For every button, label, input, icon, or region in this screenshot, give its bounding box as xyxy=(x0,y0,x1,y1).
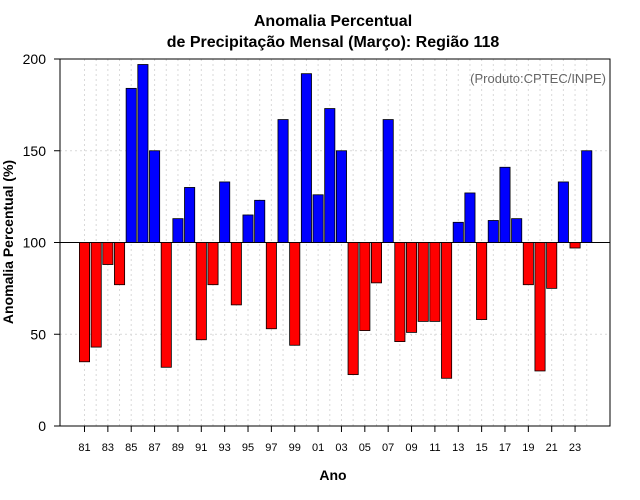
chart-title-line1: Anomalia Percentual xyxy=(254,13,412,30)
x-tick-label: 11 xyxy=(429,442,440,454)
y-axis-title: Anomalia Percentual (%) xyxy=(0,160,16,324)
bar-1998 xyxy=(277,119,289,243)
x-tick-label: 23 xyxy=(569,442,581,454)
x-tick-label: 15 xyxy=(475,442,487,454)
bar-2014 xyxy=(464,192,476,243)
x-axis: 81 83 85 87 89 91 93 95 97 99 01 03 05 07 09 11 13 15 17 19… xyxy=(78,426,581,454)
bar-1986 xyxy=(137,64,149,243)
bar-2015 xyxy=(476,242,488,320)
bar-1988 xyxy=(160,242,172,368)
x-tick-label: 87 xyxy=(148,442,160,454)
x-axis-title: Ano xyxy=(319,467,346,483)
bar-2019 xyxy=(522,242,534,286)
x-tick-label: 07 xyxy=(382,442,394,454)
bar-2000 xyxy=(300,73,312,243)
bar-1990 xyxy=(184,187,196,243)
x-tick-label: 97 xyxy=(265,442,277,454)
x-tick-label: 99 xyxy=(289,442,301,454)
bar-1991 xyxy=(195,242,207,341)
bar-2009 xyxy=(406,242,418,333)
bar-1993 xyxy=(219,181,231,243)
x-tick-label: 85 xyxy=(125,442,137,454)
x-tick-label: 13 xyxy=(452,442,464,454)
x-tick-label: 21 xyxy=(546,442,558,454)
bar-1984 xyxy=(114,242,126,286)
bar-2017 xyxy=(499,166,511,243)
x-tick-label: 05 xyxy=(359,442,371,454)
bar-2002 xyxy=(324,108,336,243)
y-tick-label: 0 xyxy=(38,418,46,434)
x-tick-label: 09 xyxy=(405,442,417,454)
bar-2011 xyxy=(429,242,441,322)
x-tick-label: 89 xyxy=(172,442,184,454)
bar-1994 xyxy=(230,242,242,306)
bar-1982 xyxy=(90,242,102,348)
bar-2021 xyxy=(546,242,558,289)
bar-1989 xyxy=(172,218,184,243)
bar-2022 xyxy=(557,181,569,243)
bar-2018 xyxy=(511,218,523,243)
x-tick-label: 93 xyxy=(219,442,231,454)
bar-1992 xyxy=(207,242,219,286)
y-axis: 0 50 100 150 200 xyxy=(23,51,60,434)
bar-2006 xyxy=(370,242,382,284)
y-tick-label: 150 xyxy=(23,143,47,159)
y-tick-label: 50 xyxy=(30,326,46,342)
x-tick-label: 91 xyxy=(195,442,207,454)
bar-1999 xyxy=(289,242,301,346)
bars-layer xyxy=(79,64,593,379)
bar-2016 xyxy=(487,220,499,243)
x-tick-label: 17 xyxy=(499,442,511,454)
chart-title-line2: de Precipitação Mensal (Março): Região 1… xyxy=(167,34,500,51)
bar-2005 xyxy=(359,242,371,331)
x-tick-label: 03 xyxy=(335,442,347,454)
y-tick-label: 100 xyxy=(23,235,47,251)
bar-2001 xyxy=(312,194,324,243)
credit-text: (Produto:CPTEC/INPE) xyxy=(470,71,606,86)
bar-1997 xyxy=(265,242,277,330)
bar-2023 xyxy=(569,242,581,249)
bar-2007 xyxy=(382,119,394,243)
bar-2012 xyxy=(441,242,453,379)
bar-1987 xyxy=(149,150,161,243)
bar-2020 xyxy=(534,242,546,372)
bar-2013 xyxy=(452,221,464,243)
bar-2010 xyxy=(417,242,429,322)
bar-2008 xyxy=(394,242,406,342)
bar-1996 xyxy=(254,199,266,243)
x-tick-label: 83 xyxy=(102,442,114,454)
bar-2004 xyxy=(347,242,359,376)
bar-2003 xyxy=(335,150,347,243)
x-tick-label: 19 xyxy=(522,442,534,454)
bar-1981 xyxy=(79,242,91,363)
bar-1995 xyxy=(242,214,254,243)
bar-2024 xyxy=(581,150,593,243)
x-tick-label: 01 xyxy=(312,442,324,454)
x-tick-label: 81 xyxy=(78,442,90,454)
bar-1985 xyxy=(125,87,137,243)
y-tick-label: 200 xyxy=(23,51,47,67)
x-tick-label: 95 xyxy=(242,442,254,454)
bar-1983 xyxy=(102,242,114,265)
